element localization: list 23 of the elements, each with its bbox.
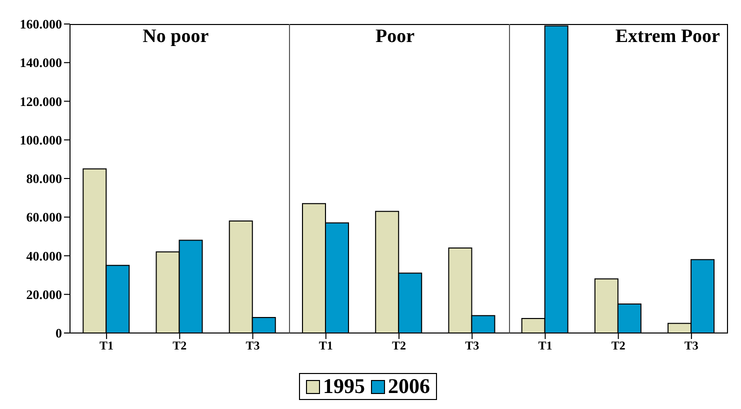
- x-tick-label: T2: [172, 338, 187, 353]
- annotation: Poor: [374, 26, 416, 48]
- x-tick-label: T3: [465, 338, 480, 353]
- y-tick-label: 160.000: [20, 16, 62, 32]
- x-tick-label: T2: [611, 338, 626, 353]
- y-tick-label: 140.000: [20, 55, 62, 70]
- y-tick-label: 0: [56, 326, 62, 341]
- legend-label: 1995: [322, 374, 365, 399]
- y-tick-label: 120.000: [20, 94, 62, 109]
- x-tick-label: T3: [246, 338, 260, 353]
- x-tick-label: T1: [318, 338, 333, 353]
- x-tick-label: T3: [684, 338, 698, 353]
- x-tick-label: T2: [392, 338, 406, 353]
- y-tick-label: 40.000: [26, 248, 62, 264]
- y-tick-label: 80.000: [26, 171, 62, 186]
- legend-label: 2006: [387, 374, 430, 399]
- y-tick-label: 60.000: [26, 210, 62, 225]
- y-tick-label: 100.000: [20, 132, 62, 148]
- annotation: No poor: [142, 26, 210, 48]
- x-tick-label: T1: [538, 338, 552, 353]
- annotation: Extrem Poor: [614, 26, 721, 48]
- x-tick-label: T1: [100, 338, 114, 353]
- y-tick-label: 20.000: [26, 286, 62, 302]
